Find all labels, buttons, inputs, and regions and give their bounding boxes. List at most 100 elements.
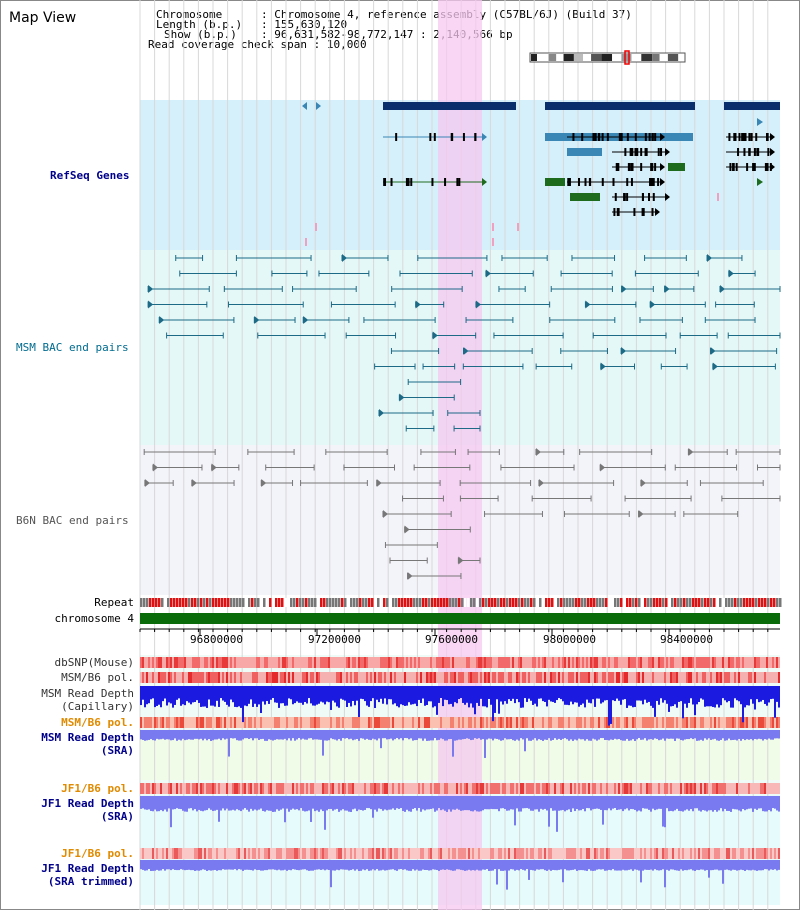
polymorphism-cell (610, 672, 612, 683)
polymorphism-cell (520, 717, 522, 728)
ideogram-band (612, 54, 622, 61)
read-depth-bar (746, 686, 748, 706)
polymorphism-cell (760, 783, 762, 794)
read-depth-bar (186, 686, 188, 702)
read-depth-bar (544, 686, 546, 702)
polymorphism-cell (726, 657, 728, 668)
polymorphism-cell (432, 657, 434, 668)
polymorphism-cell (586, 717, 588, 728)
repeat-segment (698, 598, 701, 607)
polymorphism-cell (458, 657, 460, 668)
read-depth-bar (712, 686, 714, 707)
read-depth-bar (634, 730, 636, 741)
track-label-refseq[interactable]: RefSeq Genes (50, 169, 130, 182)
repeat-segment (497, 598, 500, 607)
read-depth-bar (510, 796, 512, 810)
polymorphism-cell (632, 717, 634, 728)
polymorphism-cell (702, 848, 704, 859)
read-depth-bar (450, 860, 452, 871)
repeat-segment (713, 598, 716, 607)
polymorphism-cell (242, 672, 244, 683)
read-depth-bar (414, 730, 416, 741)
read-depth-bar (260, 860, 262, 871)
track-label-b6n-bac[interactable]: B6N BAC end pairs (16, 514, 129, 527)
read-depth-bar (250, 860, 252, 871)
polymorphism-cell (194, 783, 196, 794)
gene-marker (492, 223, 494, 231)
polymorphism-cell (770, 848, 772, 859)
read-depth-bar (556, 860, 558, 871)
read-depth-bar (598, 796, 600, 809)
polymorphism-cell (738, 783, 740, 794)
read-depth-bar (444, 730, 446, 741)
read-depth-bar (142, 686, 144, 700)
gene-exon (649, 178, 652, 186)
read-depth-bar (242, 796, 244, 810)
read-depth-bar (460, 796, 462, 811)
read-depth-bar (482, 860, 484, 870)
repeat-segment (452, 598, 455, 607)
read-depth-bar (746, 730, 748, 740)
read-depth-bar (164, 860, 166, 871)
read-depth-bar (320, 730, 322, 740)
polymorphism-cell (688, 848, 690, 859)
polymorphism-cell (452, 717, 454, 728)
repeat-segment (479, 598, 482, 607)
read-depth-bar (670, 860, 672, 870)
polymorphism-cell (244, 783, 246, 794)
read-depth-bar (734, 686, 736, 699)
read-depth-bar (236, 796, 238, 810)
polymorphism-cell (534, 717, 536, 728)
polymorphism-cell (628, 657, 630, 668)
repeat-segment (458, 598, 461, 607)
polymorphism-cell (636, 672, 638, 683)
polymorphism-cell (178, 783, 180, 794)
read-depth-bar (642, 796, 644, 809)
polymorphism-cell (728, 783, 730, 794)
polymorphism-cell (222, 657, 224, 668)
read-depth-bar (150, 796, 152, 811)
read-depth-bar (664, 860, 666, 888)
msm-bac-pair-arrow (600, 362, 606, 371)
read-depth-bar (668, 796, 670, 812)
read-depth-bar (682, 796, 684, 812)
polymorphism-cell (416, 848, 418, 859)
polymorphism-cell (720, 717, 722, 728)
polymorphism-cell (692, 783, 694, 794)
read-depth-bar (564, 860, 566, 870)
read-depth-bar (452, 860, 454, 871)
read-depth-bar (394, 796, 396, 810)
polymorphism-cell (662, 783, 664, 794)
gene-arrow (757, 178, 763, 186)
polymorphism-cell (460, 672, 462, 683)
read-depth-bar (282, 796, 284, 809)
gene-exon (753, 163, 756, 171)
read-depth-bar (168, 796, 170, 809)
polymorphism-cell (162, 717, 164, 728)
read-depth-bar (392, 796, 394, 809)
read-depth-bar (500, 796, 502, 809)
read-depth-bar (520, 730, 522, 739)
polymorphism-cell (298, 783, 300, 794)
read-depth-bar (688, 730, 690, 740)
read-depth-bar (146, 686, 148, 705)
read-depth-bar (596, 686, 598, 699)
polymorphism-cell (230, 717, 232, 728)
track-label-msm-bac[interactable]: MSM BAC end pairs (16, 341, 129, 354)
read-depth-bar (680, 860, 682, 870)
polymorphism-cell (498, 657, 500, 668)
polymorphism-cell (378, 672, 380, 683)
polymorphism-cell (620, 783, 622, 794)
polymorphism-cell (370, 783, 372, 794)
polymorphism-cell (634, 717, 636, 728)
polymorphism-cell (256, 783, 258, 794)
polymorphism-cell (614, 848, 616, 859)
polymorphism-cell (164, 717, 166, 728)
read-depth-bar (668, 730, 670, 739)
read-depth-bar (252, 796, 254, 811)
polymorphism-cell (316, 848, 318, 859)
read-depth-bar (240, 730, 242, 741)
read-depth-bar (656, 860, 658, 871)
read-depth-bar (336, 796, 338, 809)
